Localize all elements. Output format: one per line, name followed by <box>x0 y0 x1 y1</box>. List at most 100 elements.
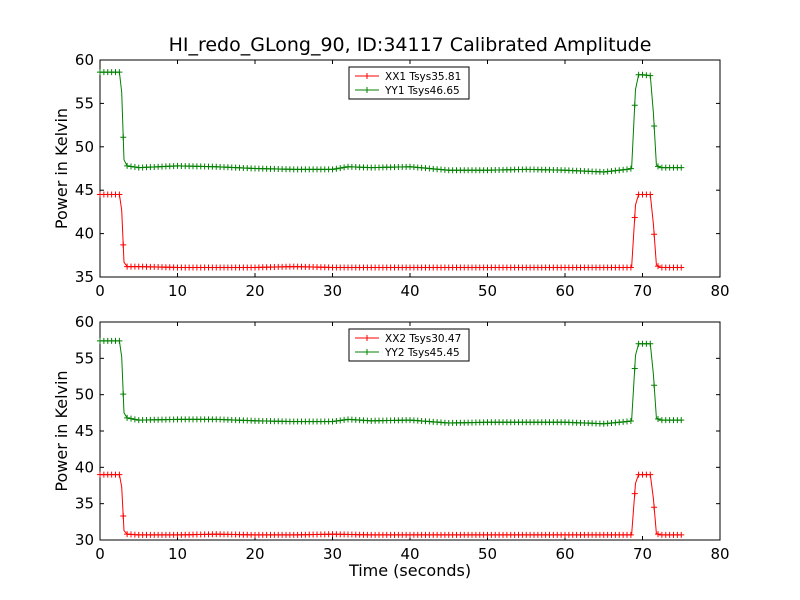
data-point <box>651 122 658 129</box>
data-point <box>120 241 127 248</box>
y-tick-label: 35 <box>75 268 94 286</box>
x-tick-label: 0 <box>95 282 105 300</box>
data-point <box>647 72 654 79</box>
data-point <box>120 513 127 520</box>
series-yy <box>97 69 685 175</box>
y-tick-label: 55 <box>75 349 94 367</box>
data-point <box>627 531 634 538</box>
data-point <box>631 214 638 221</box>
data-point <box>655 531 661 538</box>
data-point <box>651 504 658 511</box>
bottom-panel: 0 10 20 30 40 50 60 70 80 30 35 40 45 50 55 60 Power in … <box>52 313 730 563</box>
data-point <box>329 418 336 425</box>
data-point <box>341 164 348 171</box>
legend-box <box>348 328 470 362</box>
data-point <box>120 134 127 141</box>
y-tick-label: 35 <box>75 495 94 513</box>
legend-marker <box>364 73 370 79</box>
series-xx <box>97 471 685 538</box>
x-tick-label: 30 <box>323 545 342 563</box>
y-axis-label: Power in Kelvin <box>52 370 71 491</box>
legend-item: XX1 Tsys35.81 <box>355 71 461 83</box>
series-line <box>100 474 682 536</box>
y-tick-label: 50 <box>75 138 94 156</box>
y-tick-label: 55 <box>75 94 94 112</box>
series-xx <box>97 191 685 271</box>
x-tick-label: 70 <box>633 545 652 563</box>
data-point <box>333 418 340 425</box>
legend: XX1 Tsys35.81 YY1 Tsys46.65 <box>348 66 470 100</box>
data-point <box>116 337 123 344</box>
data-point <box>337 165 344 172</box>
x-tick-label: 60 <box>555 282 574 300</box>
x-tick-label: 20 <box>245 545 264 563</box>
data-point <box>624 166 630 173</box>
data-point <box>651 382 658 389</box>
data-point <box>128 415 134 422</box>
y-tick-label: 60 <box>75 313 94 331</box>
data-point <box>337 417 344 424</box>
y-tick-label: 30 <box>75 531 94 549</box>
x-tick-label: 60 <box>555 545 574 563</box>
x-tick-label: 80 <box>710 282 729 300</box>
x-axis-label: Time (seconds) <box>348 561 471 580</box>
x-tick-label: 50 <box>478 545 497 563</box>
data-point <box>631 490 638 497</box>
y-tick-label: 40 <box>75 225 94 243</box>
series-yy <box>97 337 685 427</box>
data-point <box>624 418 630 425</box>
data-point <box>631 365 638 372</box>
data-point <box>678 164 685 171</box>
data-point <box>627 165 634 172</box>
legend-marker <box>364 335 370 341</box>
data-point <box>678 417 685 424</box>
y-tick-label: 50 <box>75 386 94 404</box>
y-tick-label: 45 <box>75 181 94 199</box>
y-axis-label: Power in Kelvin <box>52 108 71 229</box>
x-tick-label: 40 <box>400 545 419 563</box>
data-point <box>333 165 340 172</box>
x-tick-label: 10 <box>168 282 187 300</box>
chart-title: HI_redo_GLong_90, ID:34117 Calibrated Am… <box>168 34 652 56</box>
data-point <box>647 340 654 347</box>
legend-item: YY1 Tsys46.65 <box>355 85 460 97</box>
data-point <box>647 471 654 478</box>
data-point <box>678 264 685 271</box>
data-point <box>116 191 123 198</box>
data-point <box>627 417 634 424</box>
data-point <box>678 531 685 538</box>
data-point <box>631 102 638 109</box>
data-point <box>124 414 131 421</box>
legend-label: YY1 Tsys46.65 <box>384 85 460 97</box>
legend-item: XX2 Tsys30.47 <box>355 333 461 345</box>
x-tick-label: 30 <box>323 282 342 300</box>
data-point <box>329 166 336 173</box>
x-tick-label: 20 <box>245 282 264 300</box>
data-point <box>116 471 123 478</box>
y-tick-label: 45 <box>75 422 94 440</box>
data-point <box>655 263 661 270</box>
data-point <box>655 416 661 423</box>
x-tick-label: 40 <box>400 282 419 300</box>
legend-label: XX2 Tsys30.47 <box>385 333 461 345</box>
data-point <box>627 264 634 271</box>
x-tick-label: 0 <box>95 545 105 563</box>
data-point <box>128 163 134 170</box>
y-tick-label: 40 <box>75 458 94 476</box>
y-tick-label: 60 <box>75 51 94 69</box>
data-point <box>120 391 127 398</box>
legend-label: YY2 Tsys45.45 <box>384 347 460 359</box>
legend-marker <box>364 349 370 355</box>
data-point <box>131 164 138 171</box>
legend-box <box>348 66 470 100</box>
data-point <box>341 416 348 423</box>
data-point <box>124 162 131 169</box>
series-line <box>100 194 682 268</box>
x-tick-label: 80 <box>710 545 729 563</box>
x-tick-label: 50 <box>478 282 497 300</box>
x-tick-label: 70 <box>633 282 652 300</box>
data-point <box>651 231 658 238</box>
data-point <box>116 69 123 76</box>
legend-item: YY2 Tsys45.45 <box>355 347 460 359</box>
